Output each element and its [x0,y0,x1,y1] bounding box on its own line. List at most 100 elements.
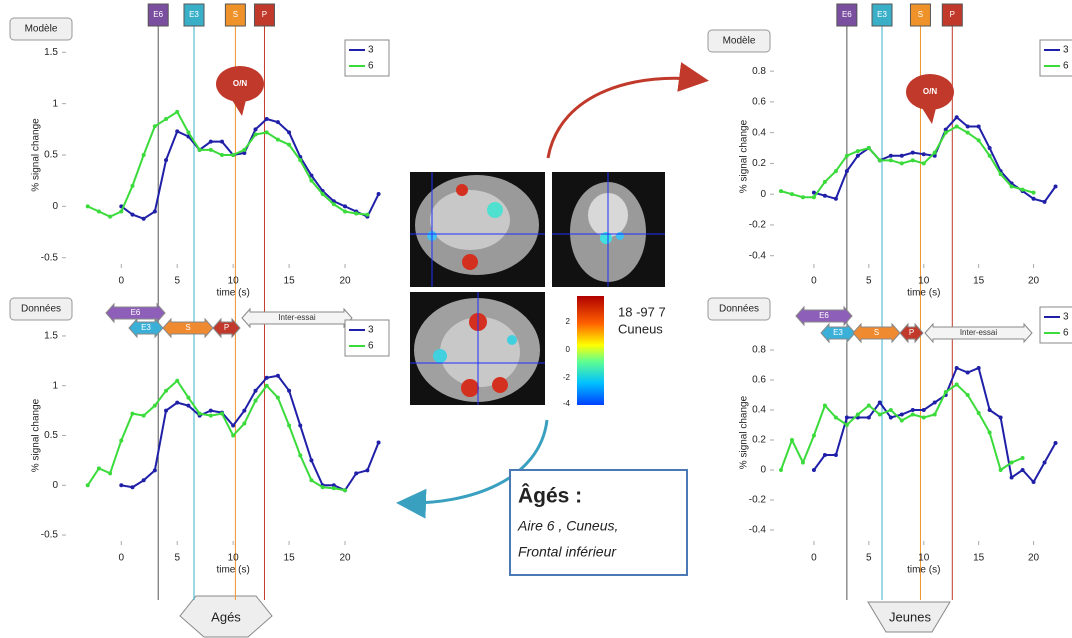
x-tick-label: 5 [866,276,872,287]
legend-box [345,320,389,356]
y-tick-label: 0 [760,189,766,200]
data-point [265,117,269,121]
data-point [343,210,347,214]
group-label: Agés [211,609,241,624]
callout-label: O/N [233,79,247,88]
data-point [867,146,871,150]
data-point [186,130,190,134]
x-axis-label: time (s) [907,288,940,299]
y-tick-label: 0.2 [752,435,766,446]
data-point [878,158,882,162]
callout-bubble [232,100,246,116]
data-point [1054,184,1058,188]
panel-label: Données [719,304,759,315]
data-point [164,389,168,393]
phase-label: P [909,328,914,337]
data-point [142,414,146,418]
data-point [97,210,101,214]
callout-bubble [922,108,936,124]
data-point [332,486,336,490]
data-point [119,483,123,487]
data-point [298,424,302,428]
data-point [988,146,992,150]
data-point [845,416,849,420]
data-point [834,416,838,420]
panel-label: Modèle [25,24,58,35]
data-point [834,169,838,173]
data-point [834,453,838,457]
data-point [1032,480,1036,484]
legend-box [345,40,389,76]
series-line [121,119,378,219]
data-point [1043,461,1047,465]
data-point [153,210,157,214]
data-point [823,404,827,408]
data-point [955,125,959,129]
data-point [153,124,157,128]
data-point [377,440,381,444]
data-point [999,468,1003,472]
phase-label: P [224,323,229,332]
data-point [108,215,112,219]
data-point [142,217,146,221]
data-point [309,458,313,462]
data-point [1010,476,1014,480]
data-point [242,409,246,413]
x-axis-label: time (s) [907,565,940,576]
data-point [287,143,291,147]
x-axis-label: time (s) [216,288,249,299]
event-label: E6 [153,10,163,19]
data-point [922,408,926,412]
data-point [365,468,369,472]
data-point [276,120,280,124]
data-point [265,384,269,388]
data-point [889,416,893,420]
legend-label: 6 [368,61,374,72]
data-point [108,471,112,475]
data-point [175,379,179,383]
data-point [779,468,783,472]
data-point [955,115,959,119]
data-point [922,416,926,420]
y-tick-label: -0.2 [749,495,767,506]
legend-label: 6 [368,341,374,352]
summary-title: Âgés : [518,484,582,508]
x-tick-label: 5 [174,553,180,564]
event-label: S [233,10,238,19]
data-point [911,151,915,155]
data-point [944,131,948,135]
data-point [790,438,794,442]
data-point [220,140,224,144]
data-point [812,468,816,472]
series-line [814,368,1056,482]
data-point [823,180,827,184]
data-point [86,483,90,487]
data-point [209,414,213,418]
data-point [856,149,860,153]
data-point [175,401,179,405]
legend-label: 3 [1063,312,1069,323]
data-point [130,184,134,188]
data-point [97,466,101,470]
series-line [88,112,368,217]
data-point [812,195,816,199]
x-tick-label: 20 [1028,553,1040,564]
phase-label: E3 [833,328,843,337]
x-tick-label: 20 [339,276,351,287]
data-point [911,158,915,162]
y-tick-label: 0 [760,465,766,476]
data-point [845,423,849,427]
data-point [911,408,915,412]
data-point [175,129,179,133]
event-label: S [918,10,923,19]
group-label: Jeunes [889,609,931,624]
phase-label: S [185,323,190,332]
data-point [977,366,981,370]
event-label: P [950,10,955,19]
coordinates: 18 -97 7 [618,304,666,319]
colorbar-tick: 2 [566,317,571,326]
legend-label: 6 [1063,328,1069,339]
x-tick-label: 20 [339,553,351,564]
data-point [119,438,123,442]
x-tick-label: 0 [811,553,817,564]
